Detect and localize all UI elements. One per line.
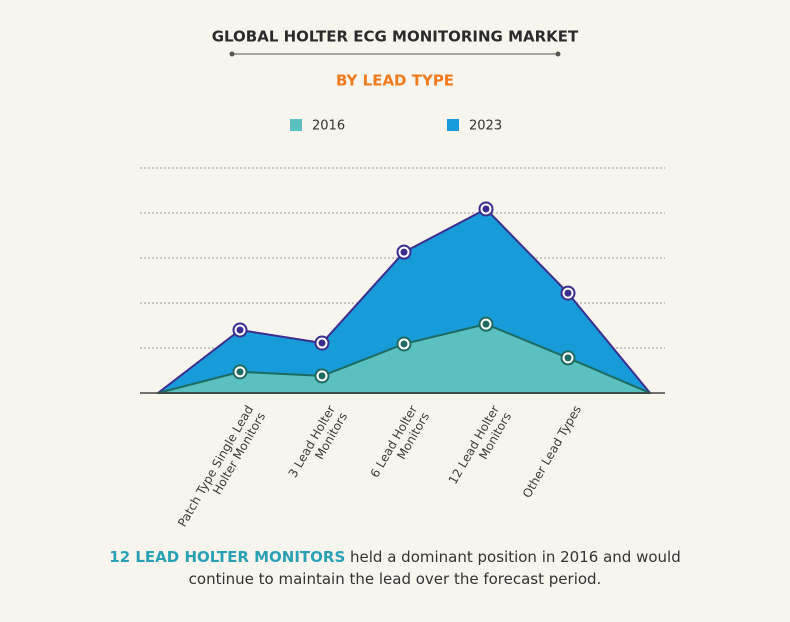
chart-subtitle: BY LEAD TYPE (336, 72, 454, 90)
footnote: 12 LEAD HOLTER MONITORS held a dominant … (95, 546, 695, 590)
marker-dot (564, 354, 572, 362)
rule-dot (229, 51, 235, 57)
marker-dot (236, 368, 244, 376)
legend-swatch (447, 119, 459, 131)
legend-swatch (290, 119, 302, 131)
chart-title: GLOBAL HOLTER ECG MONITORING MARKET (212, 28, 579, 46)
marker-dot (400, 340, 408, 348)
footnote-text: held a dominant position in 2016 and wou… (188, 548, 681, 588)
marker-dot (318, 339, 326, 347)
rule-dot (555, 51, 561, 57)
legend-label: 2023 (469, 119, 502, 134)
marker-dot (236, 326, 244, 334)
marker-dot (564, 289, 572, 297)
marker-dot (318, 372, 326, 380)
footnote-highlight: 12 LEAD HOLTER MONITORS (109, 548, 346, 566)
marker-dot (482, 205, 490, 213)
marker-dot (400, 248, 408, 256)
marker-dot (482, 320, 490, 328)
legend-label: 2016 (312, 119, 345, 134)
area (157, 323, 651, 394)
